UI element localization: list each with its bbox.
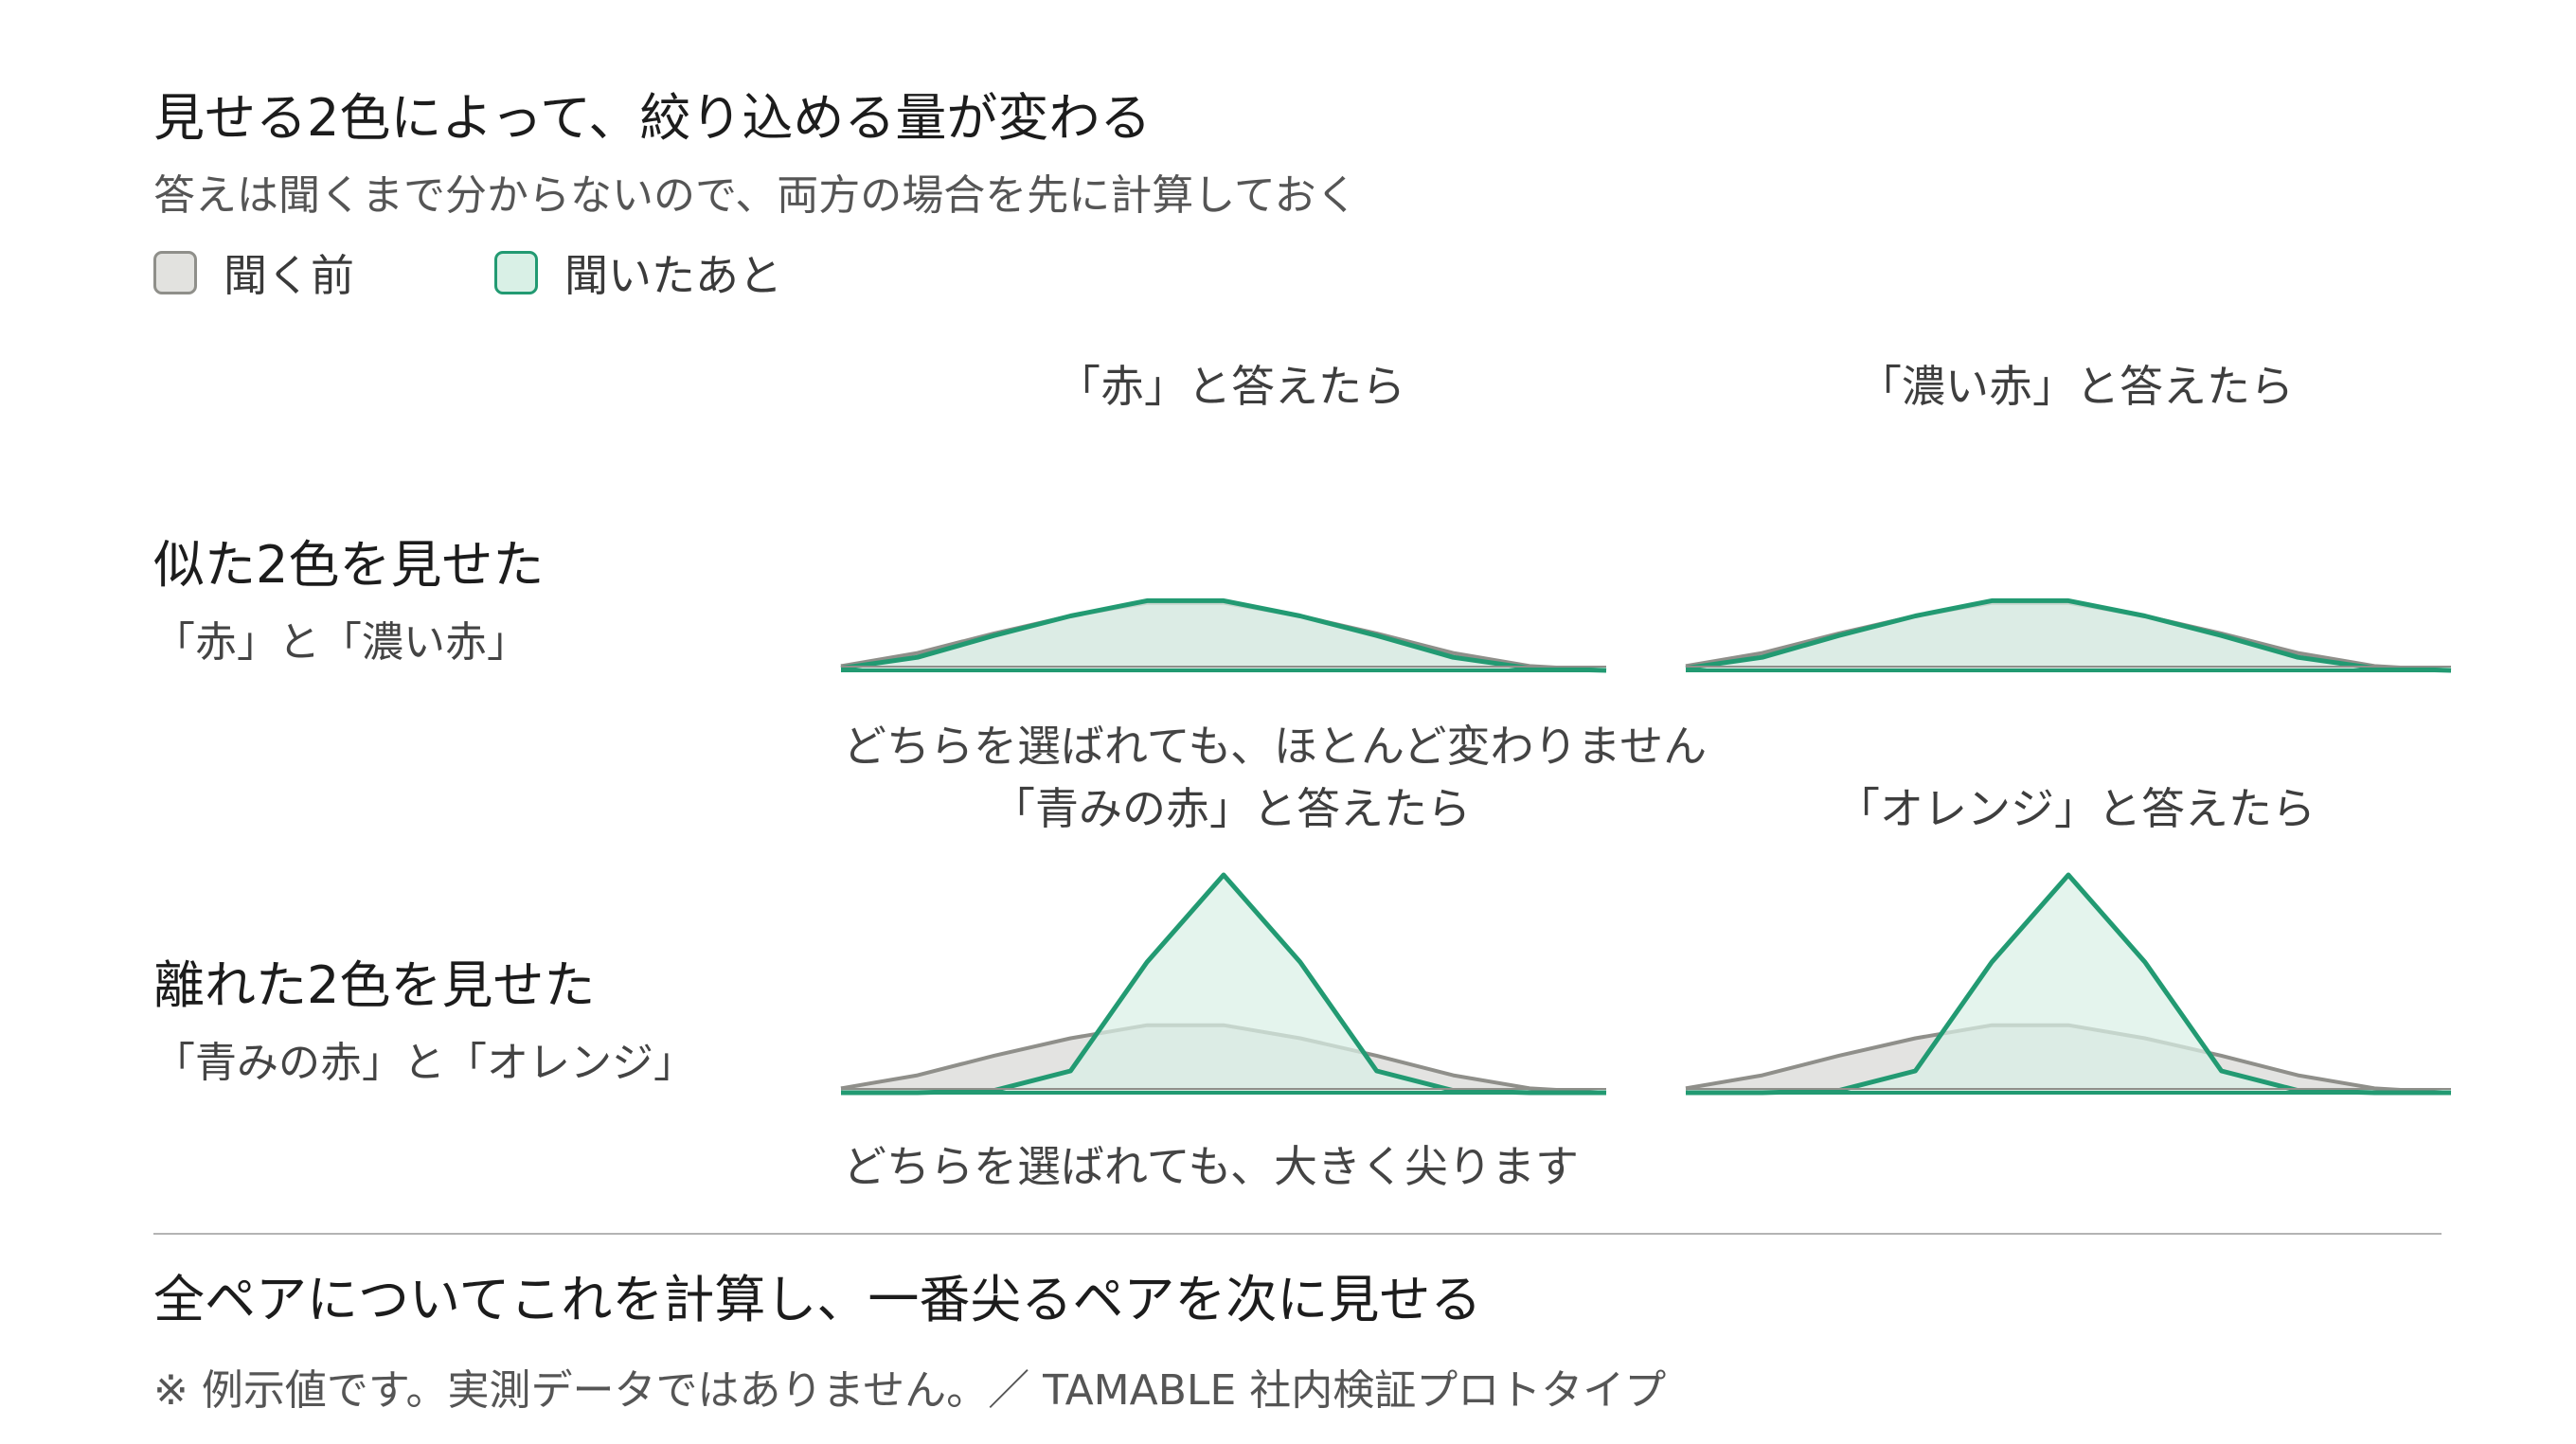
series-area-after <box>841 875 1606 1093</box>
series-area-after <box>841 600 1606 670</box>
page-subtitle: 答えは聞くまで分からないので、両方の場合を先に計算しておく <box>153 171 1358 220</box>
row-subtitle-similar: 「赤」と「濃い赤」 <box>153 618 528 667</box>
row-title-distant: 離れた2色を見せた <box>153 955 596 1015</box>
legend-swatch-after <box>494 251 538 294</box>
legend-label-before: 聞く前 <box>224 250 354 301</box>
divider <box>153 1233 2442 1235</box>
chart-panel-2-1 <box>840 872 1607 1096</box>
row-title-similar: 似た2色を見せた <box>153 535 545 595</box>
footnote: ※ 例示値です。実測データではありません。／ TAMABLE 社内検証プロトタイ… <box>153 1366 1667 1415</box>
chart-panel-1-1 <box>840 597 1607 673</box>
chart-panel-1-2 <box>1685 597 2452 673</box>
column-label-row1-right: 「濃い赤」と答えたら <box>1858 361 2294 412</box>
series-line-after <box>840 597 1607 673</box>
series-line-after <box>1685 597 2452 673</box>
column-label-row2-left: 「青みの赤」と答えたら <box>992 783 1471 834</box>
series-area-after <box>1686 600 2451 670</box>
row-note-similar: どちらを選ばれても、ほとんど変わりません <box>843 721 1708 772</box>
legend-item-after: 聞いたあと <box>494 244 782 301</box>
row-note-distant: どちらを選ばれても、大きく尖ります <box>843 1141 1579 1192</box>
legend-swatch-before <box>153 251 197 294</box>
column-label-row2-right: 「オレンジ」と答えたら <box>1836 783 2316 834</box>
column-label-row1-left: 「赤」と答えたら <box>1057 361 1405 412</box>
row-subtitle-distant: 「青みの赤」と「オレンジ」 <box>153 1039 695 1087</box>
page-title: 見せる2色によって、絞り込める量が変わる <box>153 88 1152 148</box>
legend-item-before: 聞く前 <box>153 244 354 301</box>
legend-label-after: 聞いたあと <box>564 250 782 301</box>
series-area-after <box>1686 875 2451 1093</box>
conclusion-text: 全ペアについてこれを計算し、一番尖るペアを次に見せる <box>153 1270 1482 1329</box>
chart-panel-2-2 <box>1685 872 2452 1096</box>
